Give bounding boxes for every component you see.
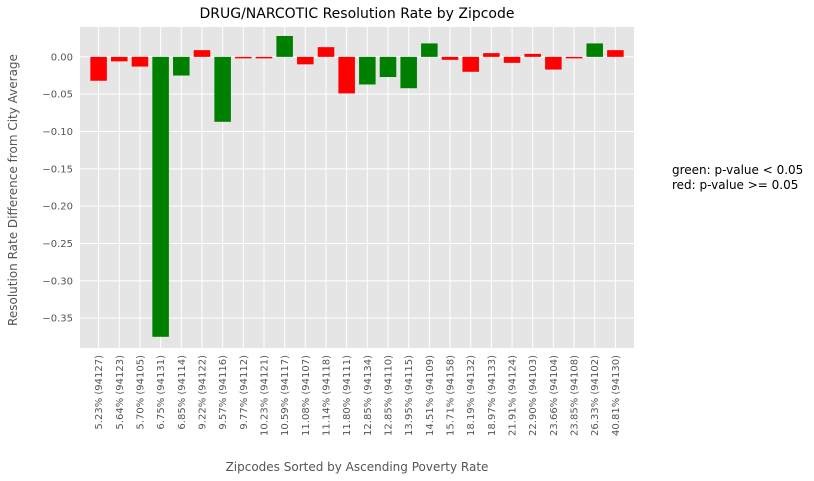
x-tick-label: 26.33% (94102): [590, 355, 601, 436]
x-tick-label: 9.22% (94122): [197, 355, 208, 430]
bar: [255, 56, 273, 59]
annotation-green: green: p-value < 0.05: [672, 163, 803, 177]
bar: [359, 56, 376, 85]
x-tick-label: 23.66% (94104): [549, 355, 560, 436]
y-tick-label: −0.35: [42, 314, 73, 325]
plot-area: [80, 27, 634, 348]
x-tick-label: 21.91% (94124): [508, 355, 519, 436]
x-tick-label: 5.23% (94127): [94, 355, 105, 430]
x-tick-label: 5.70% (94105): [135, 355, 146, 430]
bar: [317, 47, 335, 57]
x-tick-label: 6.85% (94114): [177, 355, 188, 430]
x-tick-labels: 5.23% (94127) 5.64% (94123) 5.70% (94105) 6…: [94, 355, 622, 436]
y-tick-label: −0.30: [42, 276, 73, 287]
x-tick-label: 14.51% (94109): [425, 355, 436, 436]
x-axis-label: Zipcodes Sorted by Ascending Poverty Rat…: [226, 460, 489, 474]
bar: [524, 53, 541, 57]
x-tick-label: 9.77% (94112): [239, 355, 250, 430]
y-tick-label: −0.20: [42, 202, 73, 213]
x-tick-label: 15.71% (94158): [446, 355, 457, 436]
bar: [400, 56, 417, 89]
x-tick-label: 11.14% (94118): [321, 355, 332, 436]
bar: [421, 43, 438, 57]
x-tick-label: 12.85% (94110): [384, 355, 395, 436]
bar: [607, 50, 624, 57]
x-tick-label: 23.85% (94108): [570, 355, 581, 436]
bar: [90, 56, 107, 81]
y-tick-label: −0.15: [42, 164, 73, 175]
bar: [235, 56, 252, 59]
x-tick-label: 13.95% (94115): [404, 355, 415, 436]
x-tick-label: 6.75% (94131): [156, 355, 167, 430]
y-axis-label: Resolution Rate Difference from City Ave…: [6, 54, 20, 326]
x-tick-label: 22.90% (94103): [528, 355, 539, 436]
x-tick-label: 18.19% (94132): [466, 355, 477, 436]
bar: [131, 56, 149, 67]
x-tick-label: 10.59% (94117): [280, 355, 291, 436]
x-tick-label: 40.81% (94130): [611, 355, 622, 436]
x-tick-label: 18.97% (94133): [487, 355, 498, 436]
bar: [111, 56, 128, 62]
bar: [441, 56, 459, 60]
bar: [338, 56, 355, 94]
x-tick-label: 11.80% (94111): [342, 355, 353, 436]
annotation-red: red: p-value >= 0.05: [672, 178, 798, 192]
bar: [214, 56, 231, 122]
bar: [173, 56, 190, 76]
bar: [379, 56, 397, 78]
x-tick-label: 5.64% (94123): [115, 355, 126, 430]
y-tick-label: −0.05: [42, 90, 73, 101]
bar: [462, 56, 479, 72]
bar: [193, 50, 211, 57]
chart-title: DRUG/NARCOTIC Resolution Rate by Zipcode: [199, 6, 514, 22]
y-tick-label: 0.00: [51, 52, 73, 63]
y-tick-label: −0.10: [42, 127, 73, 138]
y-tick-label: −0.25: [42, 239, 73, 250]
bar: [586, 43, 603, 57]
x-tick-label: 12.85% (94134): [363, 355, 374, 436]
bar: [503, 56, 521, 63]
x-tick-label: 10.23% (94121): [259, 355, 270, 436]
bars: [90, 35, 624, 337]
bar: [483, 53, 500, 57]
y-tick-labels: 0.00 −0.05 −0.10 −0.15 −0.20 −0.25 −0.30 −0.35: [42, 52, 73, 324]
bar: [297, 56, 314, 65]
bar: [276, 35, 293, 57]
x-tick-label: 9.57% (94116): [218, 355, 229, 430]
bar: [545, 56, 562, 70]
bar: [565, 56, 583, 59]
bar: [152, 56, 169, 337]
x-tick-label: 11.08% (94107): [301, 355, 312, 436]
